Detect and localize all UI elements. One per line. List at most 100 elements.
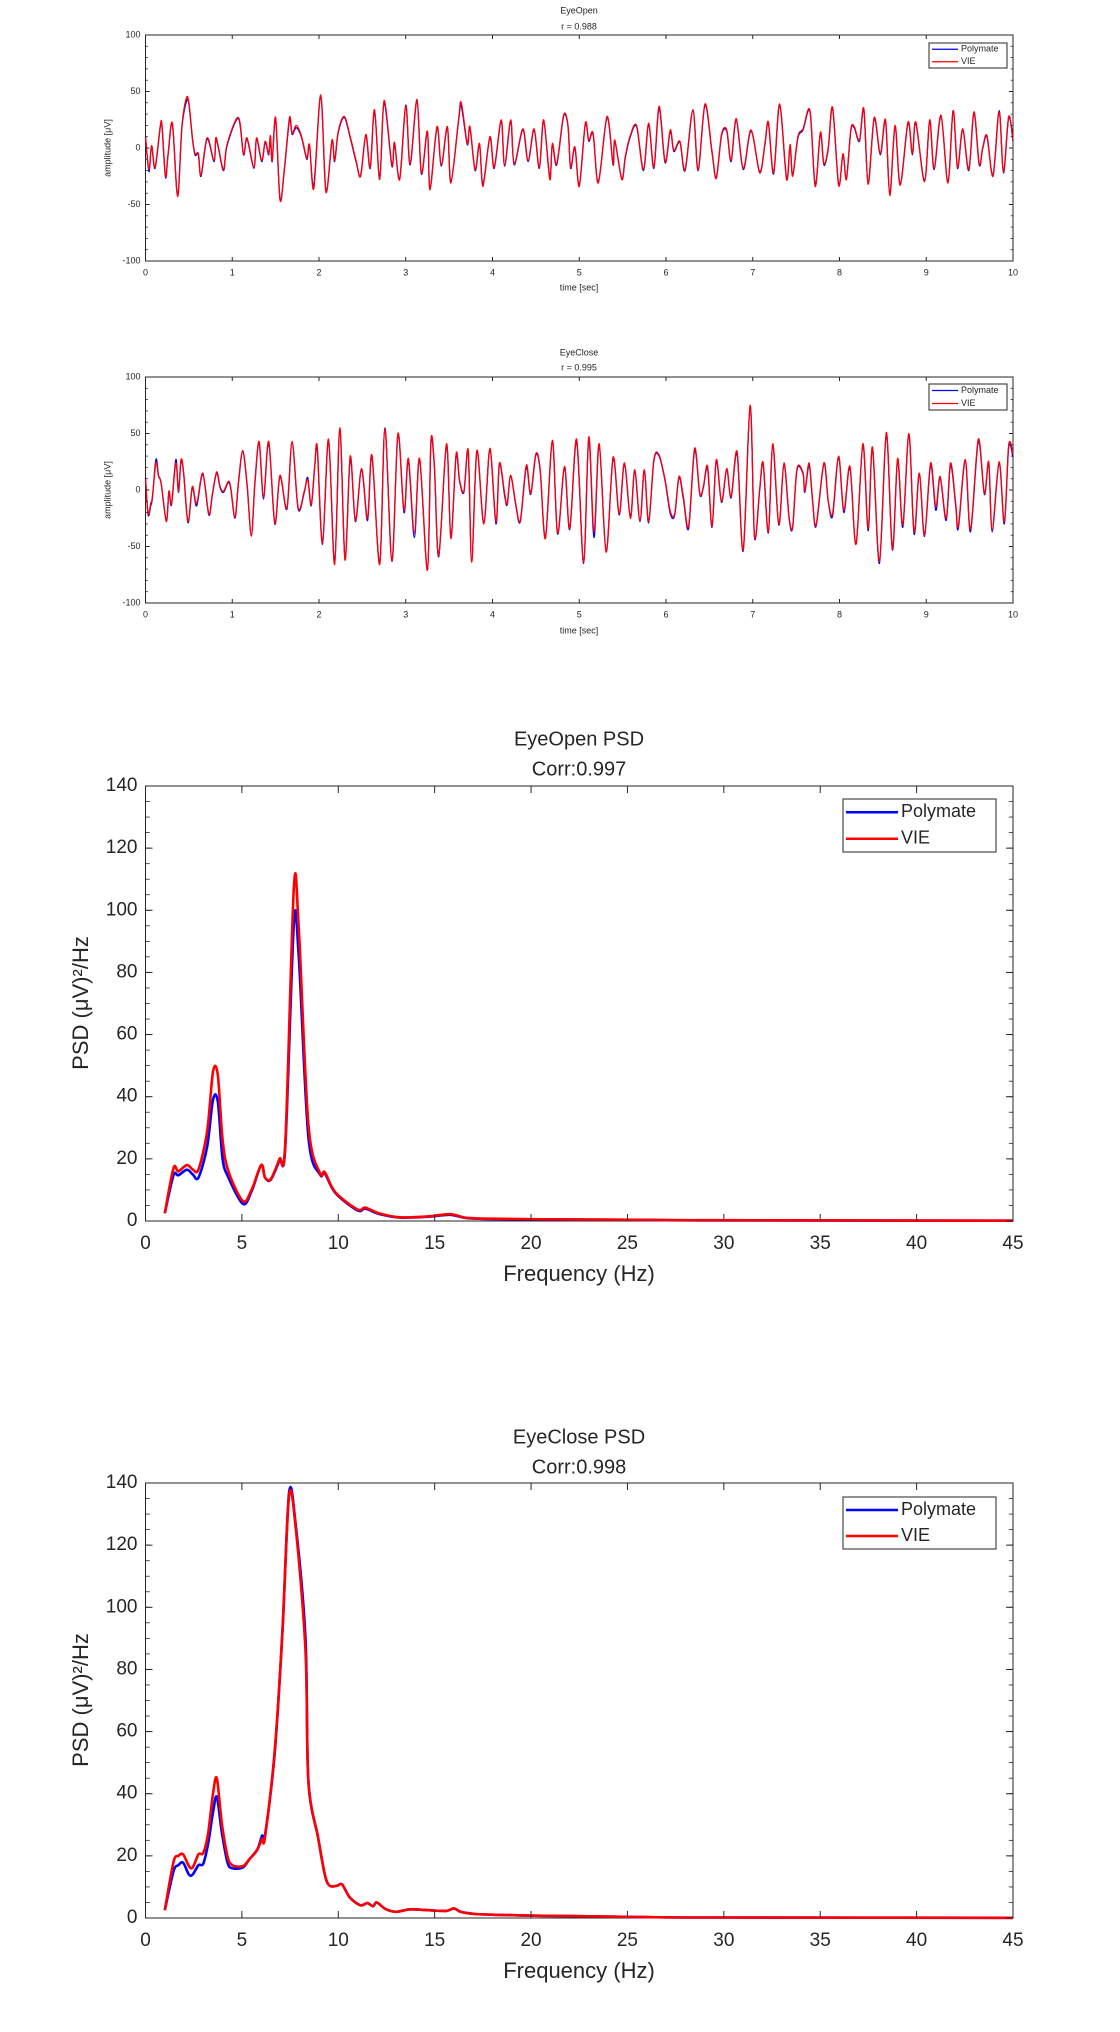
legend: Polymate VIE	[842, 1496, 997, 1550]
x-tick-label: 5	[237, 1233, 248, 1254]
x-tick-label: 3	[403, 609, 408, 619]
y-tick-label: -50	[127, 199, 140, 209]
y-tick-label: 120	[106, 1534, 138, 1555]
x-tick-label: 15	[424, 1233, 445, 1254]
legend-box	[928, 42, 1008, 69]
eyeopen-time-chart: EyeOpen r = 0.988 time [sec] amplitude […	[102, 5, 1018, 292]
y-tick-label: 100	[125, 29, 140, 39]
y-tick-label: 50	[130, 428, 140, 438]
legend-box	[928, 383, 1008, 411]
x-tick-label: 4	[490, 267, 495, 277]
y-tick-label: 50	[130, 86, 140, 96]
legend-label-vie: VIE	[901, 1525, 930, 1545]
x-tick-label: 8	[837, 267, 842, 277]
x-tick-label: 1	[230, 609, 235, 619]
x-tick-label: 10	[328, 1233, 349, 1254]
chart-title: EyeOpen	[560, 5, 598, 15]
x-tick-label: 9	[924, 609, 929, 619]
chart-title: EyeClose	[560, 347, 599, 357]
x-axis-label: Frequency (Hz)	[503, 1958, 655, 1983]
x-tick-label: 25	[617, 1930, 638, 1951]
y-tick-label: 20	[116, 1148, 137, 1169]
x-tick-label: 0	[140, 1930, 151, 1951]
chart-title: EyeClose PSD	[513, 1426, 645, 1448]
y-tick-label: 0	[135, 142, 140, 152]
legend-label-polymate: Polymate	[961, 44, 999, 54]
legend-label-vie: VIE	[901, 828, 930, 848]
x-tick-label: 20	[520, 1233, 541, 1254]
legend-label-vie: VIE	[961, 56, 976, 66]
x-tick-label: 2	[316, 609, 321, 619]
x-tick-label: 40	[906, 1930, 927, 1951]
x-tick-label: 0	[140, 1233, 151, 1254]
eyeclose-psd-chart: EyeClose PSD Corr:0.998 Frequency (Hz) P…	[68, 1426, 1024, 1983]
y-tick-label: 100	[106, 899, 138, 920]
y-axis-label: amplitude [μV]	[102, 461, 112, 519]
y-tick-label: 120	[106, 837, 138, 858]
legend-label-polymate: Polymate	[901, 1499, 976, 1519]
chart-title: EyeOpen PSD	[514, 728, 644, 750]
x-tick-label: 0	[143, 267, 148, 277]
legend: Polymate VIE	[842, 798, 997, 853]
x-tick-label: 5	[577, 609, 582, 619]
x-tick-label: 15	[424, 1930, 445, 1951]
eyeopen-psd-chart: EyeOpen PSD Corr:0.997 Frequency (Hz) PS…	[68, 728, 1024, 1286]
x-tick-label: 45	[1002, 1930, 1023, 1951]
x-tick-label: 2	[316, 267, 321, 277]
y-tick-label: 0	[127, 1907, 138, 1928]
x-tick-label: 1	[230, 267, 235, 277]
x-tick-label: 6	[663, 609, 668, 619]
x-axis-label: time [sec]	[560, 625, 599, 635]
y-tick-label: 80	[116, 961, 137, 982]
x-tick-label: 9	[924, 267, 929, 277]
x-tick-label: 20	[520, 1930, 541, 1951]
y-axis-label: PSD (μV)²/Hz	[68, 1633, 93, 1767]
x-tick-label: 30	[713, 1930, 734, 1951]
y-tick-label: -50	[127, 541, 140, 551]
y-tick-label: 140	[106, 775, 138, 796]
x-tick-label: 7	[750, 609, 755, 619]
chart-subtitle: Corr:0.997	[532, 758, 627, 780]
x-tick-label: 35	[810, 1930, 831, 1951]
x-tick-label: 4	[490, 609, 495, 619]
x-tick-label: 30	[713, 1233, 734, 1254]
legend: Polymate VIE	[928, 42, 1008, 69]
x-tick-label: 10	[1008, 267, 1018, 277]
y-tick-label: 140	[106, 1472, 138, 1493]
eyeclose-time-chart: EyeClose r = 0.995 time [sec] amplitude …	[102, 347, 1018, 635]
legend-label-vie: VIE	[961, 398, 976, 408]
series-line-vie	[144, 404, 1014, 571]
plot-area	[145, 1482, 1014, 1919]
y-axis-label: PSD (μV)²/Hz	[68, 936, 93, 1070]
x-tick-label: 0	[143, 609, 148, 619]
x-axis-label: time [sec]	[560, 282, 599, 292]
y-axis-label: amplitude [μV]	[102, 119, 112, 177]
legend: Polymate VIE	[928, 383, 1008, 411]
x-tick-label: 6	[663, 267, 668, 277]
series-line-vie	[163, 1488, 1014, 1920]
y-tick-label: 0	[127, 1210, 138, 1231]
chart-subtitle: r = 0.995	[561, 362, 597, 372]
y-tick-label: -100	[122, 597, 140, 607]
x-tick-label: 3	[403, 267, 408, 277]
legend-box	[842, 1496, 997, 1550]
legend-label-polymate: Polymate	[901, 801, 976, 821]
x-tick-label: 10	[328, 1930, 349, 1951]
y-tick-label: 0	[135, 484, 140, 494]
x-tick-label: 10	[1008, 609, 1018, 619]
x-tick-label: 35	[810, 1233, 831, 1254]
chart-subtitle: r = 0.988	[561, 21, 597, 31]
series-line-vie	[144, 94, 1014, 203]
y-tick-label: 60	[116, 1721, 137, 1742]
x-tick-label: 5	[577, 267, 582, 277]
x-tick-label: 45	[1002, 1233, 1023, 1254]
y-tick-label: 80	[116, 1658, 137, 1679]
series-line-vie	[163, 872, 1014, 1222]
legend-label-polymate: Polymate	[961, 385, 999, 395]
y-tick-label: 100	[125, 371, 140, 381]
x-axis-label: Frequency (Hz)	[503, 1261, 655, 1286]
x-tick-label: 5	[237, 1930, 248, 1951]
legend-box	[842, 798, 997, 853]
y-tick-label: 60	[116, 1024, 137, 1045]
